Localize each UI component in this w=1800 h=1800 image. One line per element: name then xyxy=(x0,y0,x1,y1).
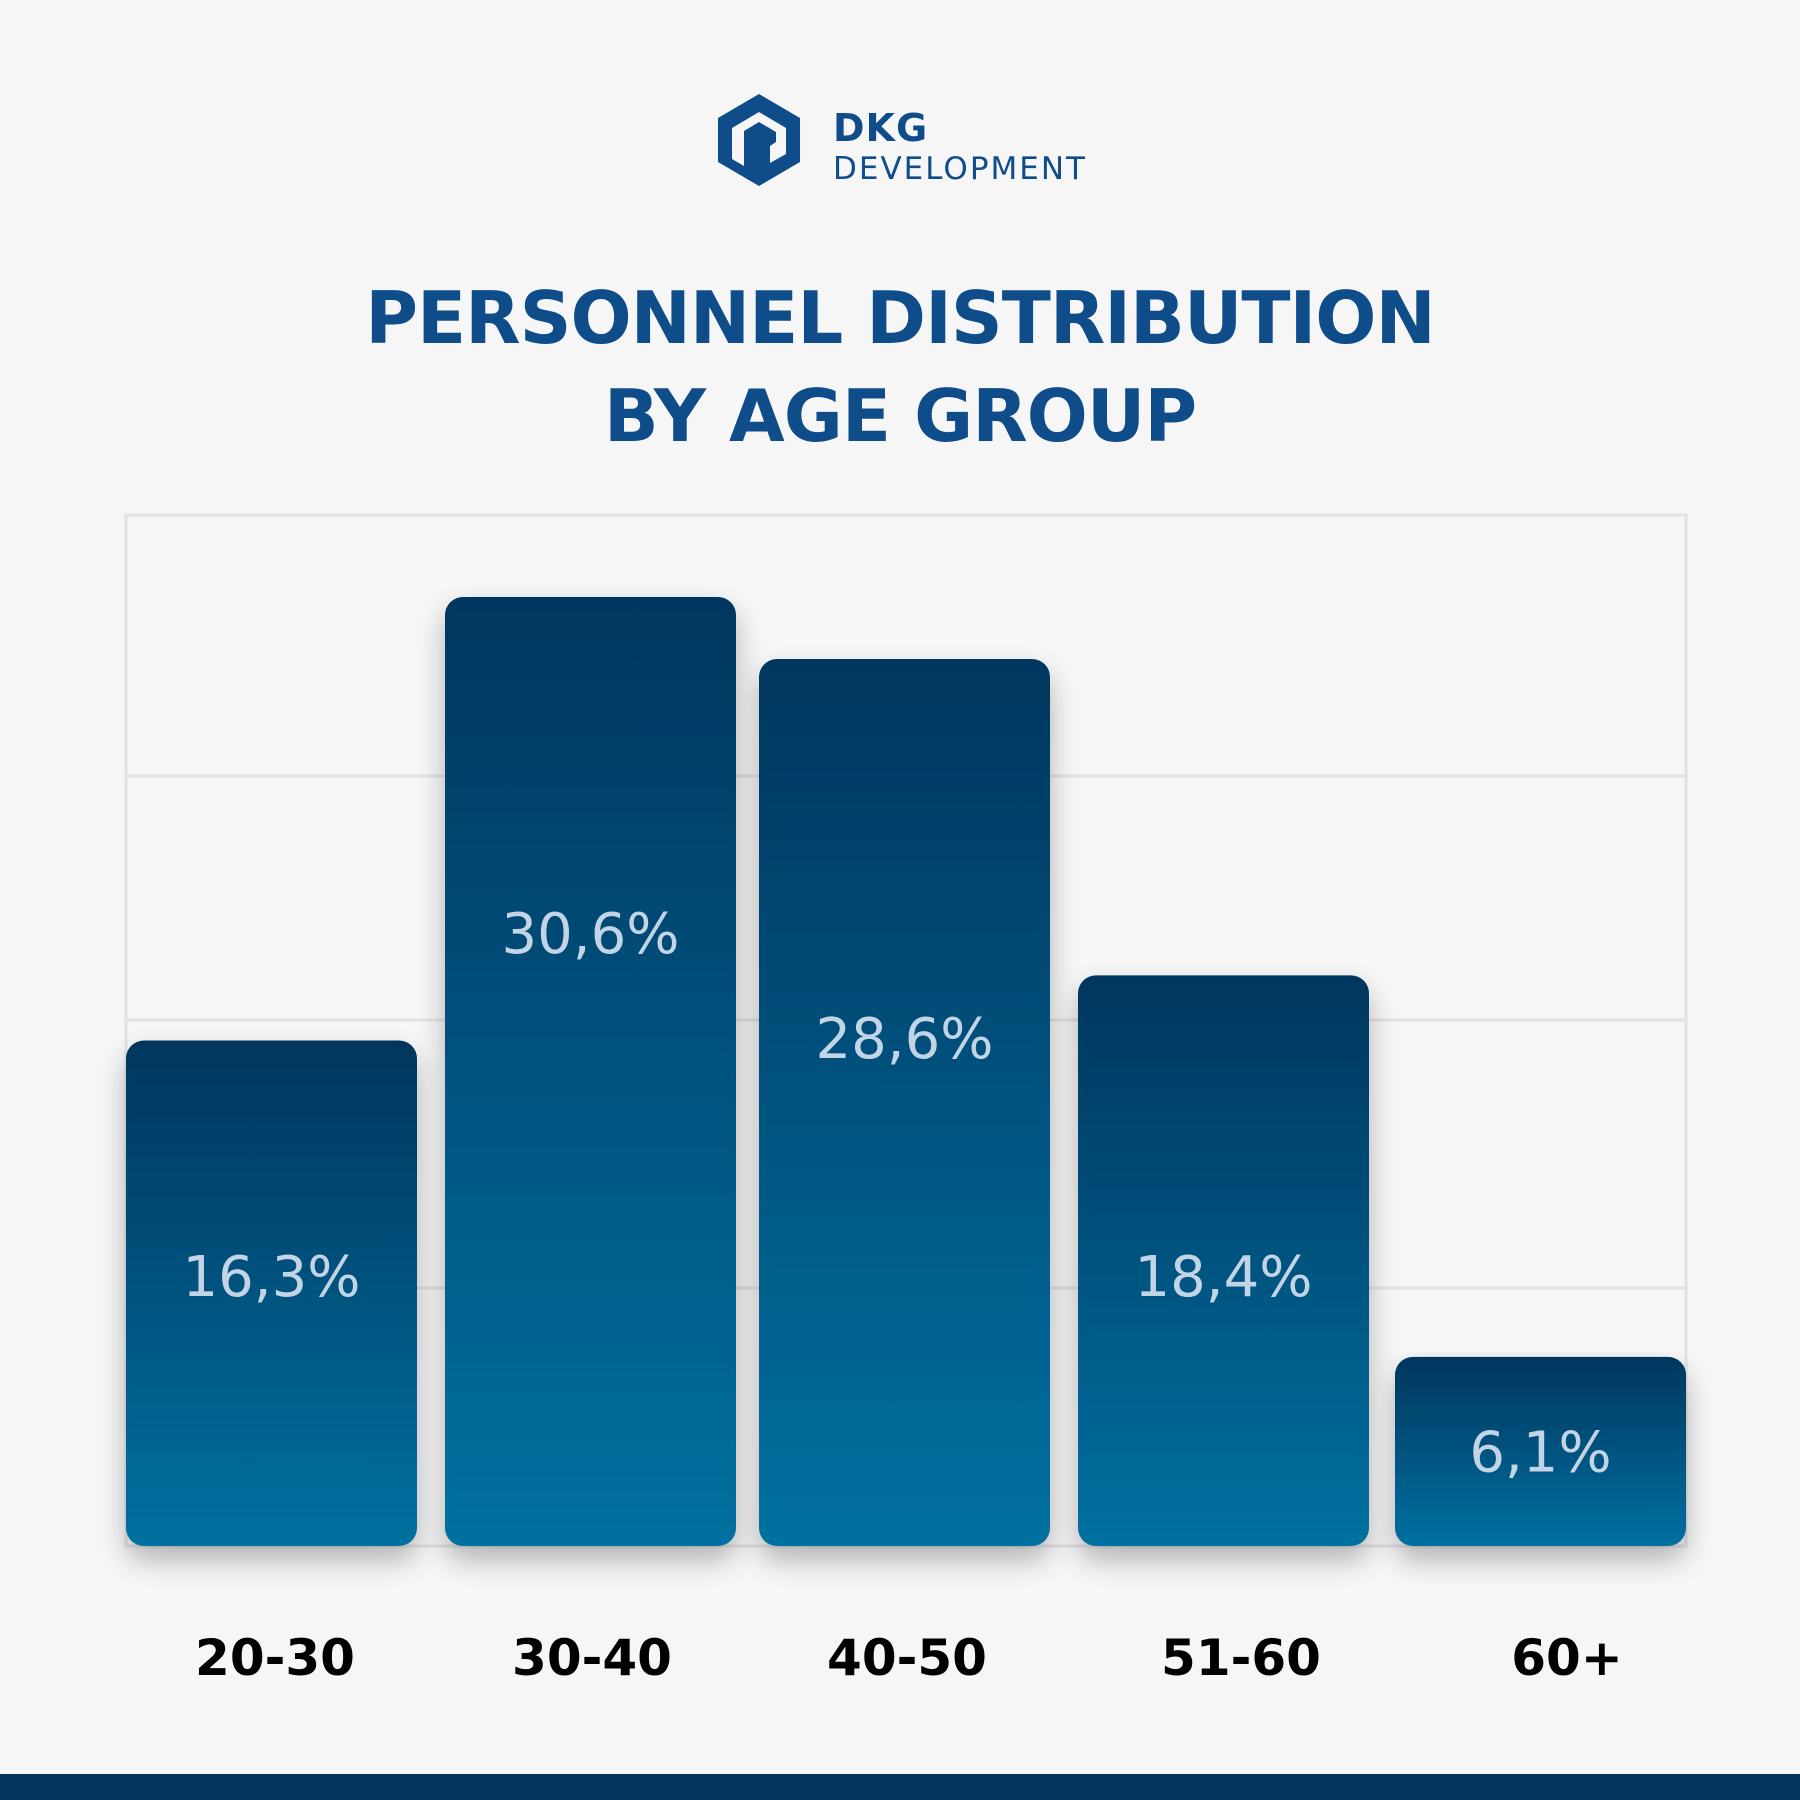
value-label: 28,6% xyxy=(816,1007,994,1072)
value-label-group: 16,3% 30,6% 28,6% 18,4% 6,1% xyxy=(183,902,1612,1485)
bar-40-50 xyxy=(759,659,1050,1546)
value-label: 18,4% xyxy=(1135,1245,1313,1310)
category-label: 20-30 xyxy=(195,1629,355,1687)
chart-title-line-1: PERSONNEL DISTRIBUTION xyxy=(365,276,1436,360)
value-label: 16,3% xyxy=(183,1245,361,1310)
value-label: 30,6% xyxy=(502,902,680,967)
footer-bar xyxy=(0,1774,1800,1800)
bar-20-30 xyxy=(126,1040,417,1546)
brand-subtitle: DEVELOPMENT xyxy=(833,151,1087,187)
category-label: 51-60 xyxy=(1161,1629,1321,1687)
bar-51-60 xyxy=(1078,975,1369,1546)
dkg-logo-icon xyxy=(718,94,800,186)
brand-logo: DKG DEVELOPMENT xyxy=(716,90,1126,194)
category-label-group: 20-30 30-40 40-50 51-60 60+ xyxy=(195,1629,1623,1687)
category-label: 60+ xyxy=(1511,1629,1622,1687)
category-label: 30-40 xyxy=(512,1629,672,1687)
bar-group xyxy=(126,597,1686,1546)
brand-name: DKG xyxy=(833,106,929,150)
value-label: 6,1% xyxy=(1469,1420,1611,1485)
category-label: 40-50 xyxy=(827,1629,987,1687)
bar-30-40 xyxy=(445,597,736,1546)
bar-60+ xyxy=(1395,1356,1686,1546)
chart-title-line-2: BY AGE GROUP xyxy=(603,374,1197,458)
